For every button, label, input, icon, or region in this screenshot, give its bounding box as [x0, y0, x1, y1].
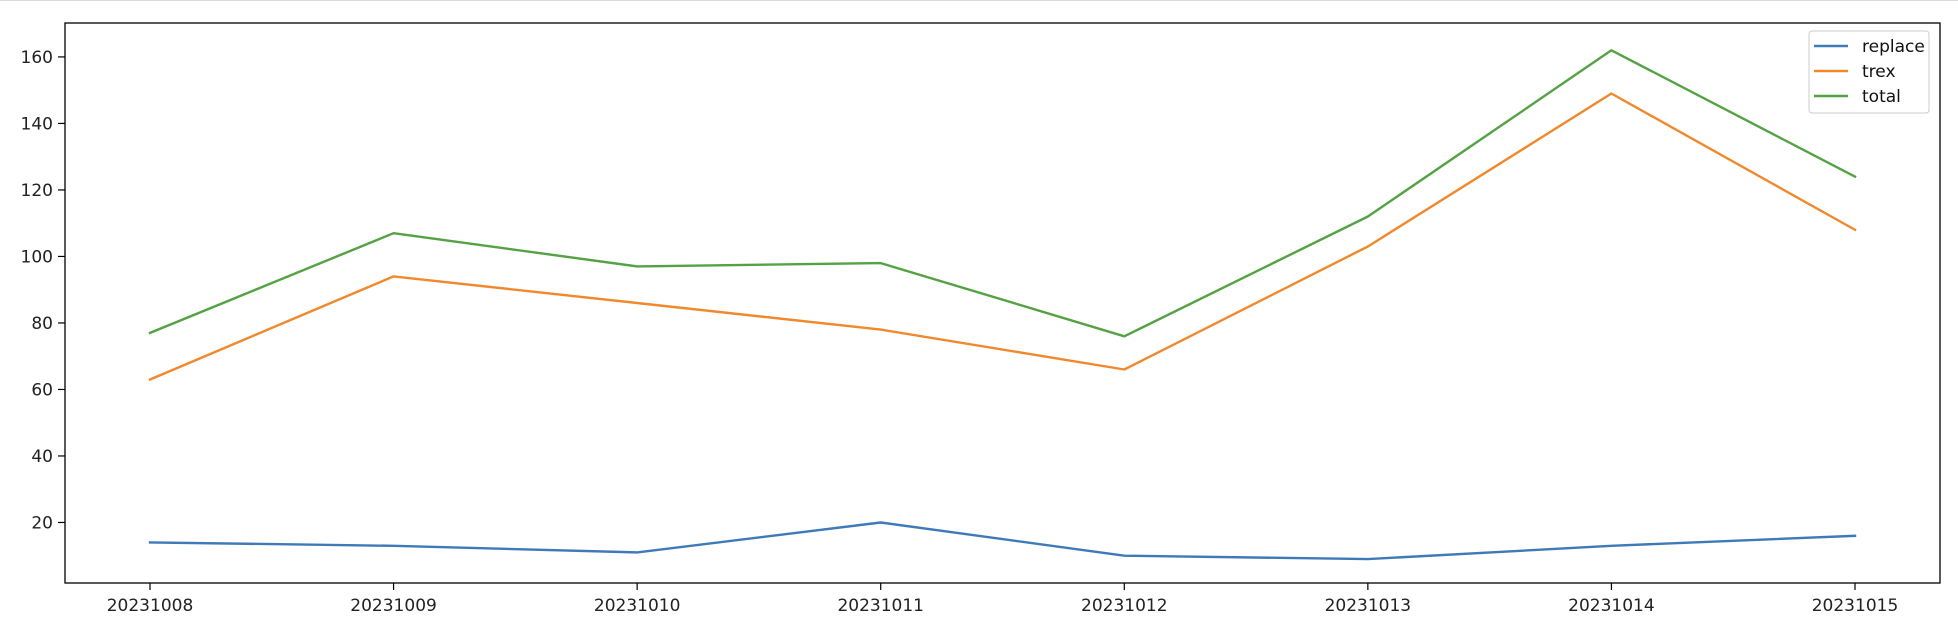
legend-label-replace: replace	[1862, 37, 1925, 57]
x-tick-label: 20231009	[350, 596, 437, 616]
legend: replace trex total	[1808, 30, 1930, 114]
y-tick-label: 20	[31, 513, 53, 533]
series-line-replace	[148, 521, 1857, 561]
y-tick-label: 160	[21, 48, 53, 68]
legend-label-trex: trex	[1862, 62, 1896, 82]
y-tick-label: 100	[21, 247, 53, 267]
x-tick-label: 20231013	[1325, 596, 1412, 616]
x-tick-label: 20231008	[107, 596, 194, 616]
y-tick-label: 120	[21, 181, 53, 201]
x-tick-label: 20231014	[1568, 596, 1655, 616]
x-axis: 20231008 20231009 20231010 20231011 20231012…	[107, 583, 1899, 616]
y-tick-label: 40	[31, 447, 53, 467]
window-top-border	[0, 0, 1958, 1]
y-tick-label: 80	[31, 314, 53, 334]
series-line-trex	[148, 92, 1857, 382]
series-layer	[148, 49, 1857, 561]
x-tick-label: 20231011	[837, 596, 924, 616]
y-axis: 20 40 60 80 100 120 140 160	[21, 48, 65, 533]
y-tick-label: 140	[21, 114, 53, 134]
plot-area	[64, 22, 1941, 584]
series-line-total	[148, 49, 1857, 338]
legend-label-total: total	[1862, 87, 1901, 107]
legend-box	[1808, 30, 1930, 114]
y-tick-label: 60	[31, 380, 53, 400]
x-tick-label: 20231012	[1081, 596, 1168, 616]
x-tick-label: 20231010	[594, 596, 681, 616]
x-tick-label: 20231015	[1812, 596, 1899, 616]
